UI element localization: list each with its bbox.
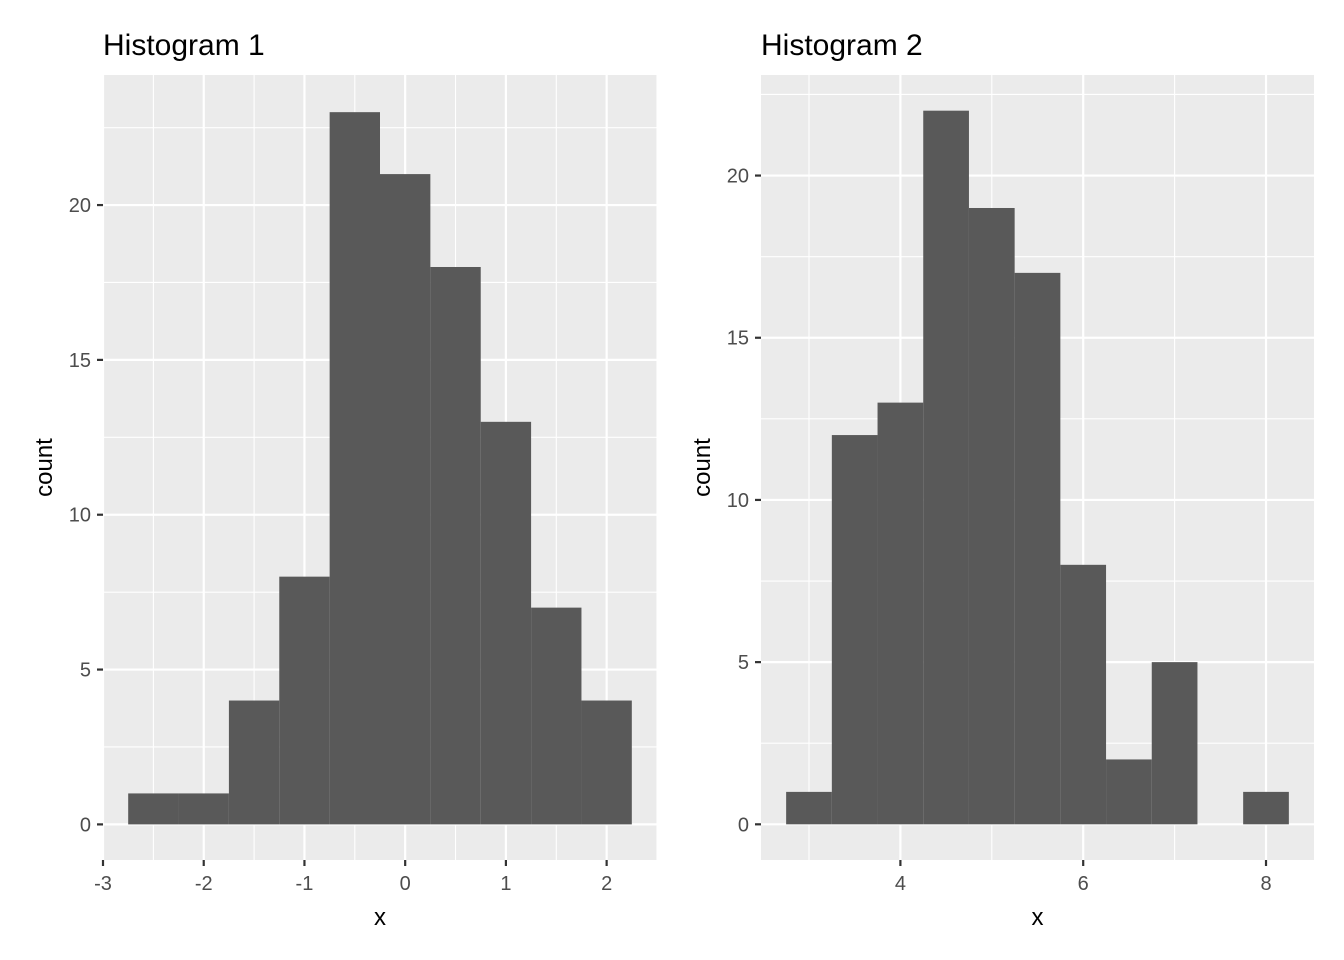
y-tick-label: 10 — [69, 505, 91, 527]
histogram-bar — [228, 700, 280, 825]
histogram-bar — [329, 112, 380, 825]
histogram-bar — [380, 174, 431, 825]
y-tick-label: 10 — [727, 490, 749, 512]
x-tick-label: -3 — [94, 873, 112, 895]
y-tick-label: 5 — [738, 652, 749, 674]
x-axis-title: x — [1032, 904, 1044, 931]
histogram-bar — [1151, 662, 1198, 825]
histogram-bar — [1106, 759, 1152, 825]
histogram-bar — [1060, 564, 1107, 825]
histogram-bar — [128, 793, 179, 825]
histogram-bar — [531, 607, 582, 825]
x-tick-label: 8 — [1260, 873, 1271, 895]
histogram-bar — [831, 435, 878, 825]
y-tick-label: 5 — [80, 660, 91, 682]
x-tick-label: 2 — [601, 873, 612, 895]
y-tick-label: 15 — [727, 328, 749, 350]
histogram-bar — [178, 793, 229, 825]
y-tick-label: 20 — [69, 195, 91, 217]
histogram-bar — [1243, 791, 1289, 825]
histogram-bar — [279, 576, 330, 825]
y-axis-title: count — [689, 438, 716, 497]
x-tick-label: 0 — [400, 873, 411, 895]
chart-title: Histogram 1 — [103, 29, 265, 62]
histogram-bar — [430, 266, 481, 825]
histogram-bar — [1014, 272, 1061, 825]
histogram-2-chart: 4 6 8 0 5 10 15 20 Histogram 2 x count — [689, 29, 1314, 931]
histogram-bar — [581, 700, 632, 825]
histogram-bar — [968, 207, 1015, 825]
y-tick-label: 20 — [727, 166, 749, 188]
histogram-bar — [480, 421, 532, 825]
x-tick-label: -1 — [296, 873, 314, 895]
histogram-bar — [923, 110, 969, 825]
x-axis-title: x — [374, 904, 386, 931]
y-tick-label: 15 — [69, 350, 91, 372]
chart-title: Histogram 2 — [761, 29, 923, 62]
y-tick-label: 0 — [80, 814, 91, 836]
y-axis-title: count — [31, 438, 58, 497]
y-tick-label: 0 — [738, 814, 749, 836]
x-tick-label: 1 — [500, 873, 511, 895]
histogram-bar — [786, 791, 832, 825]
x-tick-label: -2 — [195, 873, 213, 895]
histogram-bar — [877, 402, 924, 825]
x-tick-label: 4 — [895, 873, 906, 895]
x-tick-label: 6 — [1078, 873, 1089, 895]
